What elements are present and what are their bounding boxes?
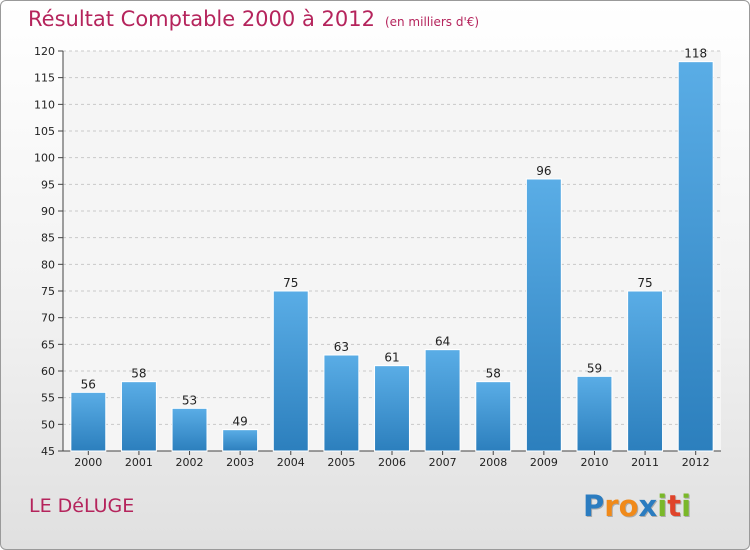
logo-letter: o xyxy=(618,489,639,523)
y-tick-label: 120 xyxy=(34,45,55,58)
bar-2000 xyxy=(70,391,107,452)
data-label-2002: 53 xyxy=(182,393,197,407)
x-tick-label-2010: 2010 xyxy=(580,456,608,469)
data-label-2012: 118 xyxy=(684,47,707,61)
logo-letter: t xyxy=(667,489,682,523)
logo-letter: i xyxy=(657,489,668,523)
y-tick-label: 45 xyxy=(41,445,55,458)
bar-2009 xyxy=(525,178,562,452)
y-tick-label: 60 xyxy=(41,365,55,378)
logo-letter: r xyxy=(604,489,619,523)
y-tick-label: 100 xyxy=(34,152,55,165)
x-tick-label-2004: 2004 xyxy=(277,456,305,469)
x-tick-label-2009: 2009 xyxy=(530,456,558,469)
data-label-2005: 63 xyxy=(334,340,349,354)
bar-2011 xyxy=(627,290,664,452)
bar-2002 xyxy=(171,407,208,452)
bar-2005 xyxy=(323,354,360,452)
data-label-2001: 58 xyxy=(131,367,146,381)
x-tick-label-2001: 2001 xyxy=(125,456,153,469)
y-tick-label: 115 xyxy=(34,72,55,85)
data-label-2000: 56 xyxy=(81,377,96,391)
bar-2001 xyxy=(120,381,157,452)
bar-2012 xyxy=(677,61,714,452)
y-tick-label: 85 xyxy=(41,232,55,245)
y-tick-label: 80 xyxy=(41,258,55,271)
bar-2004 xyxy=(272,290,309,452)
data-label-2008: 58 xyxy=(486,367,501,381)
y-tick-label: 70 xyxy=(41,312,55,325)
data-label-2011: 75 xyxy=(637,276,652,290)
logo-letter: i xyxy=(681,489,692,523)
data-label-2009: 96 xyxy=(536,164,551,178)
y-tick-label: 65 xyxy=(41,338,55,351)
bar-2010 xyxy=(576,375,613,452)
data-label-2004: 75 xyxy=(283,276,298,290)
x-tick-label-2011: 2011 xyxy=(631,456,659,469)
y-tick-label: 105 xyxy=(34,125,55,138)
chart-title: Résultat Comptable 2000 à 2012 (en millie… xyxy=(28,7,479,31)
bar-2007 xyxy=(424,349,461,452)
chart-title-text: Résultat Comptable 2000 à 2012 xyxy=(28,7,375,31)
data-label-2003: 49 xyxy=(233,415,248,429)
x-tick-label-2005: 2005 xyxy=(327,456,355,469)
y-tick-label: 55 xyxy=(41,392,55,405)
y-tick-label: 110 xyxy=(34,98,55,111)
x-tick-label-2007: 2007 xyxy=(429,456,457,469)
bar-2008 xyxy=(475,381,512,452)
data-label-2007: 64 xyxy=(435,335,450,349)
logo-letter: P xyxy=(583,489,605,523)
bar-2006 xyxy=(374,365,410,452)
x-tick-label-2008: 2008 xyxy=(479,456,507,469)
commune-name: LE DéLUGE xyxy=(29,495,135,517)
proxiti-logo: Proxiti xyxy=(583,489,691,523)
x-tick-label-2000: 2000 xyxy=(74,456,102,469)
data-label-2010: 59 xyxy=(587,361,602,375)
y-tick-label: 90 xyxy=(41,205,55,218)
y-tick-label: 50 xyxy=(41,418,55,431)
x-tick-label-2002: 2002 xyxy=(176,456,204,469)
y-tick-label: 95 xyxy=(41,178,55,191)
x-tick-label-2012: 2012 xyxy=(682,456,710,469)
x-tick-label-2003: 2003 xyxy=(226,456,254,469)
x-tick-label-2006: 2006 xyxy=(378,456,406,469)
chart-subtitle: (en milliers d'€) xyxy=(384,15,480,29)
bar-2003 xyxy=(222,429,259,452)
y-tick-label: 75 xyxy=(41,285,55,298)
data-label-2006: 61 xyxy=(384,351,399,365)
logo-letter: x xyxy=(638,489,658,523)
